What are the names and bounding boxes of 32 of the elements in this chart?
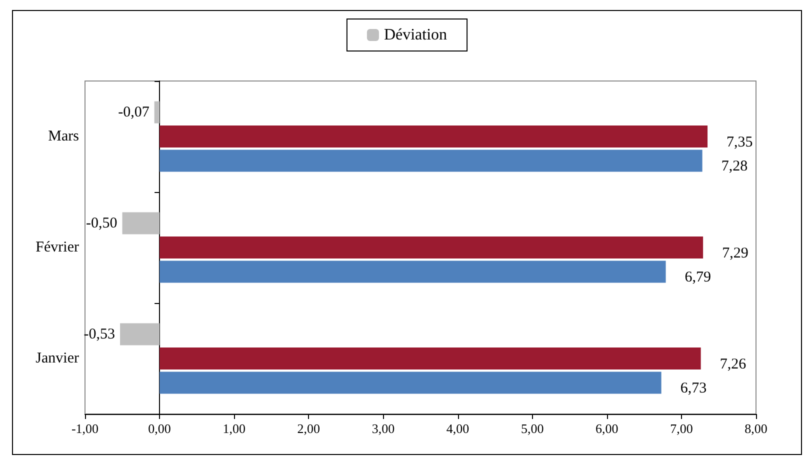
x-tick-label: 4,00 xyxy=(446,421,470,436)
bar xyxy=(160,236,704,258)
data-label: 6,73 xyxy=(680,380,707,397)
x-tick-label: 0,00 xyxy=(148,421,171,436)
bar xyxy=(160,126,708,148)
x-tick-label: 8,00 xyxy=(744,421,768,436)
x-tick-label: 6,00 xyxy=(596,421,618,436)
bar xyxy=(154,101,160,124)
x-tick-label: 1,00 xyxy=(222,421,246,436)
x-tick-label: 7,00 xyxy=(670,421,693,436)
bar xyxy=(120,323,160,346)
data-label: 7,28 xyxy=(721,158,748,175)
data-label: -0,53 xyxy=(84,326,116,342)
data-label: 7,29 xyxy=(722,246,748,262)
data-label: 7,26 xyxy=(720,356,747,372)
bar xyxy=(160,348,701,370)
x-tick-label: 5,00 xyxy=(520,421,544,436)
bar xyxy=(160,260,666,283)
y-tick-label: Février xyxy=(36,240,79,256)
data-label: 7,35 xyxy=(726,134,753,150)
y-tick-label: Janvier xyxy=(36,350,79,366)
x-tick-label: 2,00 xyxy=(297,421,320,436)
legend-label: Déviation xyxy=(384,26,448,44)
data-label: -0,50 xyxy=(86,215,118,232)
x-tick-label: -1,00 xyxy=(71,421,99,436)
x-tick-label: 3,00 xyxy=(372,421,395,436)
bar xyxy=(160,372,662,394)
y-tick-label: Mars xyxy=(48,128,80,144)
data-label: 6,79 xyxy=(684,270,712,286)
data-label: -0,07 xyxy=(118,104,150,120)
bar xyxy=(160,150,702,172)
bar xyxy=(122,212,160,234)
